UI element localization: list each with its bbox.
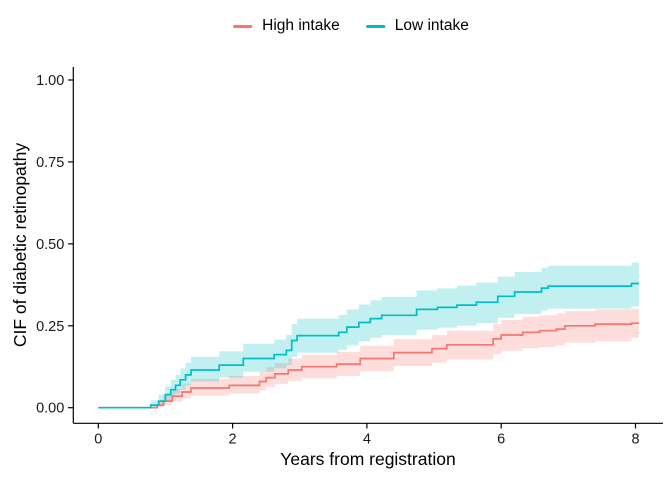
x-tick-label: 0 — [94, 431, 102, 447]
legend-item-low-intake: Low intake — [365, 17, 469, 35]
y-axis-title: CIF of diabetic retinopathy — [10, 143, 30, 348]
x-tick-label: 4 — [363, 431, 371, 447]
legend-label-high-intake: High intake — [262, 17, 340, 34]
legend-label-low-intake: Low intake — [394, 17, 469, 34]
y-tick-label: 0.25 — [36, 319, 64, 335]
x-axis-title: Years from registration — [280, 449, 455, 469]
x-tick-label: 8 — [631, 431, 639, 447]
legend-key-line-high-intake-icon — [233, 24, 253, 28]
tick-labels: 0 2 4 6 8 0.00 0.25 0.50 0.75 1.00 — [36, 73, 639, 447]
y-tick-label: 0.75 — [36, 155, 64, 171]
legend-key-line-low-intake-icon — [365, 24, 385, 28]
cif-curve-low-intake — [98, 282, 639, 409]
axes — [68, 67, 663, 429]
cif-curve-high-intake — [98, 322, 639, 409]
x-tick-label: 6 — [497, 431, 505, 447]
y-tick-label: 1.00 — [36, 73, 64, 89]
x-tick-label: 2 — [229, 431, 237, 447]
legend-item-high-intake: High intake — [233, 17, 340, 35]
y-tick-label: 0.50 — [36, 237, 64, 253]
y-tick-label: 0.00 — [36, 401, 64, 417]
step-curves — [98, 282, 639, 409]
legend: High intake Low intake — [233, 17, 469, 35]
confidence-band-low-intake — [98, 262, 639, 408]
